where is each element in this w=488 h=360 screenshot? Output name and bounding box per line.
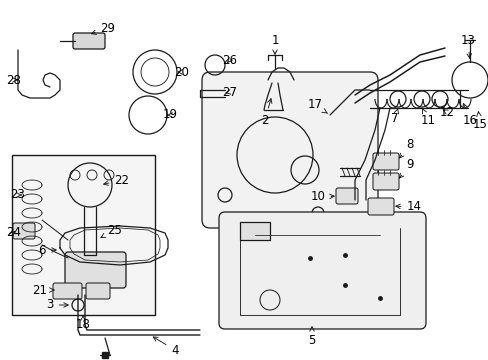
Text: 11: 11 (420, 108, 435, 126)
Text: 13: 13 (460, 33, 474, 58)
Text: 26: 26 (222, 54, 237, 67)
FancyBboxPatch shape (53, 283, 82, 299)
Text: 3: 3 (46, 298, 68, 311)
Text: 24: 24 (6, 225, 21, 238)
FancyBboxPatch shape (367, 198, 393, 215)
Text: 15: 15 (471, 112, 487, 131)
FancyBboxPatch shape (86, 283, 110, 299)
FancyBboxPatch shape (73, 33, 105, 49)
Text: 9: 9 (399, 158, 413, 178)
Text: 10: 10 (310, 190, 333, 203)
Text: 27: 27 (222, 85, 237, 99)
Text: 22: 22 (103, 174, 129, 186)
Text: 20: 20 (174, 66, 189, 78)
Text: 21: 21 (32, 284, 54, 297)
Text: 6: 6 (38, 243, 56, 256)
Text: 12: 12 (439, 105, 453, 118)
FancyBboxPatch shape (13, 223, 35, 239)
Bar (12, 155, 155, 315)
Bar (240, 222, 269, 240)
Text: 8: 8 (399, 139, 413, 158)
Text: 7: 7 (390, 109, 398, 125)
Text: 23: 23 (11, 189, 25, 202)
Text: 19: 19 (162, 108, 177, 122)
Text: 16: 16 (462, 104, 476, 126)
FancyBboxPatch shape (202, 72, 377, 228)
FancyBboxPatch shape (65, 252, 126, 288)
Text: 14: 14 (395, 201, 421, 213)
Text: 4: 4 (153, 337, 179, 356)
Text: 5: 5 (307, 327, 315, 346)
FancyBboxPatch shape (335, 188, 357, 204)
Text: 1: 1 (271, 33, 278, 54)
Text: 28: 28 (6, 73, 21, 86)
FancyBboxPatch shape (372, 173, 398, 190)
Text: 2: 2 (261, 99, 271, 126)
FancyBboxPatch shape (219, 212, 425, 329)
Text: 17: 17 (307, 99, 327, 113)
Text: 29: 29 (91, 22, 115, 35)
FancyBboxPatch shape (372, 153, 398, 170)
Text: 25: 25 (101, 224, 122, 238)
Text: 18: 18 (76, 316, 90, 332)
